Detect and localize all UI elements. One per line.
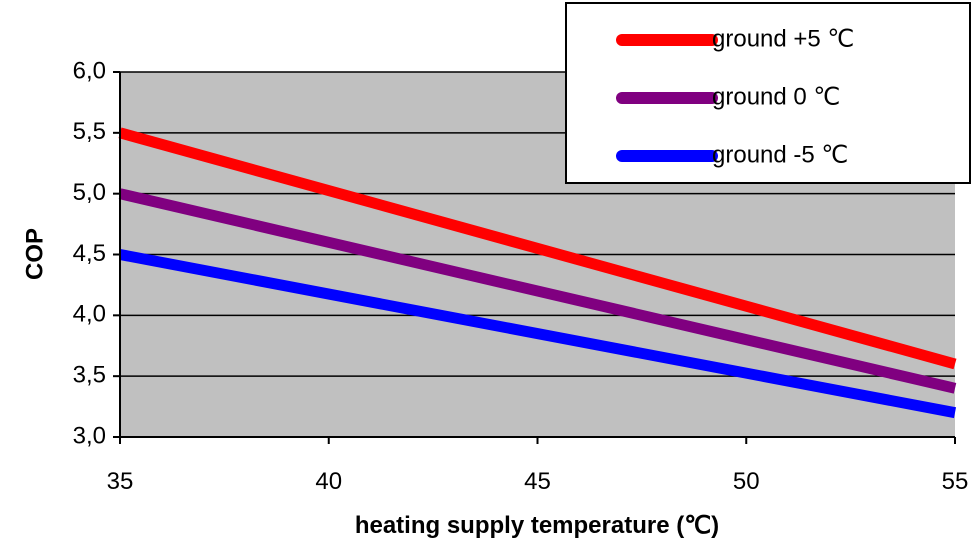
series-line-2 [118,249,957,419]
x-tick-label: 40 [315,468,342,495]
y-tick-label: 3,0 [73,422,106,449]
y-tick-label: 5,0 [73,179,106,206]
y-axis-title: COP [21,228,48,280]
y-tick-label: 3,5 [73,362,106,389]
y-axis-ticks: 3,0 3,5 4,0 4,5 5,0 5,5 6,0 [73,57,120,449]
legend-label-2: ground -5 ℃ [712,141,848,168]
x-axis-ticks: 35 40 45 50 55 [107,437,969,495]
legend-label-1: ground 0 ℃ [712,83,840,110]
x-tick-label: 35 [107,468,134,495]
legend: ground +5 ℃ ground 0 ℃ ground -5 ℃ [565,2,971,184]
x-tick-label: 50 [733,468,760,495]
y-tick-label: 5,5 [73,118,106,145]
legend-items: ground +5 ℃ ground 0 ℃ ground -5 ℃ [616,25,854,168]
x-tick-label: 45 [524,468,551,495]
series-line-0 [118,127,957,370]
x-tick-label: 55 [942,468,969,495]
series-line-1 [118,188,957,394]
y-tick-label: 4,5 [73,240,106,267]
y-tick-label: 6,0 [73,57,106,84]
legend-label-0: ground +5 ℃ [712,25,854,52]
x-axis-title: heating supply temperature (℃) [355,512,719,539]
series-layer [118,127,957,419]
y-tick-label: 4,0 [73,301,106,328]
